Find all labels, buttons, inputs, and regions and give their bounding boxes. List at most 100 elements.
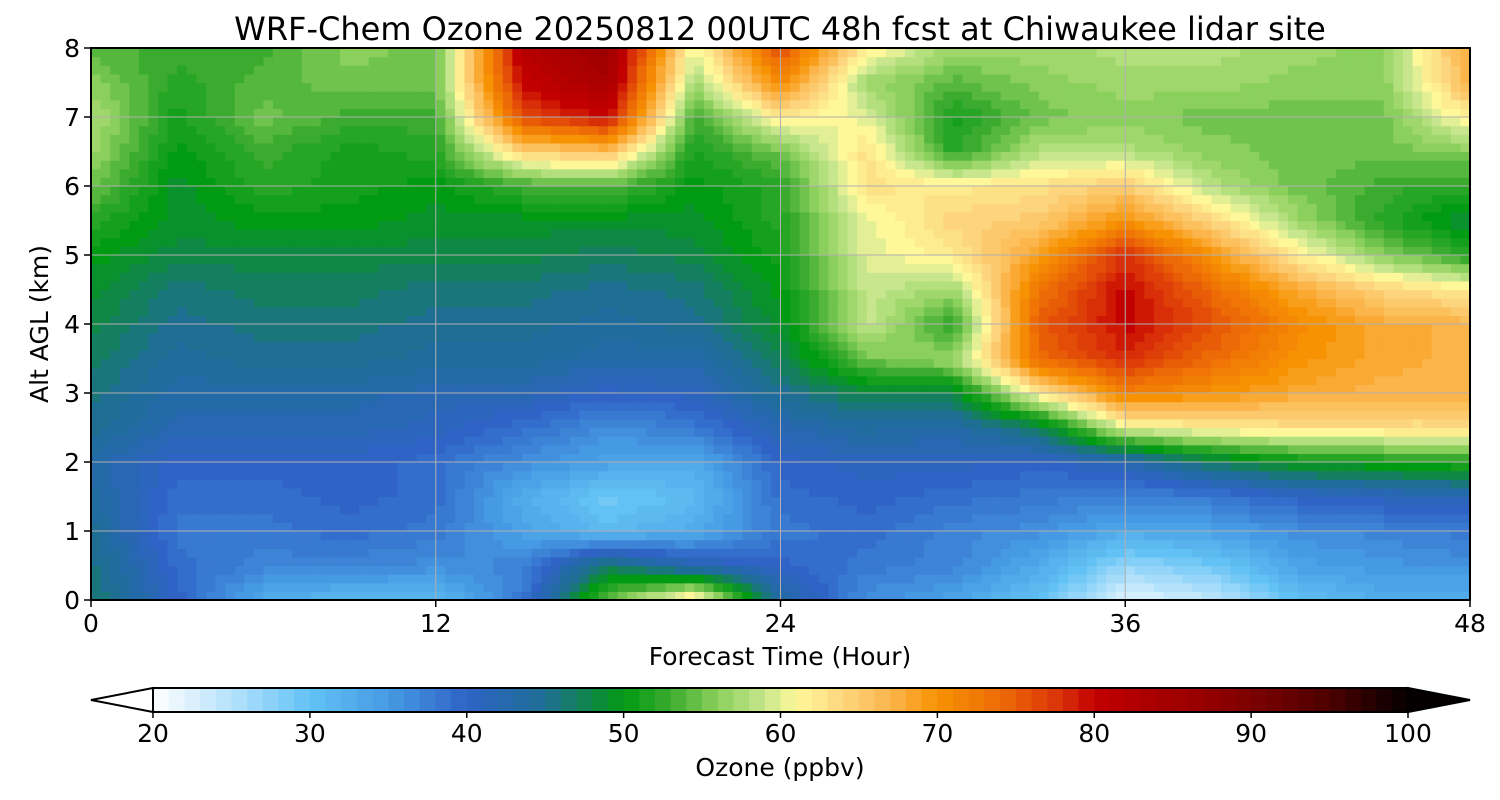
heatmap-cell bbox=[1182, 349, 1193, 360]
heatmap-cell bbox=[790, 341, 801, 351]
heatmap-cell bbox=[531, 306, 542, 316]
heatmap-cell bbox=[1268, 574, 1280, 584]
heatmap-cell bbox=[119, 332, 130, 342]
heatmap-cell bbox=[1201, 401, 1213, 411]
heatmap-cell bbox=[263, 375, 274, 385]
heatmap-cell bbox=[282, 505, 293, 515]
heatmap-cell bbox=[1096, 479, 1107, 489]
heatmap-cell bbox=[407, 531, 418, 541]
heatmap-cell bbox=[330, 367, 341, 377]
heatmap-cell bbox=[885, 393, 897, 403]
heatmap-cell bbox=[349, 410, 360, 420]
heatmap-cell bbox=[1364, 487, 1375, 498]
heatmap-cell bbox=[732, 418, 743, 429]
heatmap-cell bbox=[158, 565, 169, 575]
heatmap-cell bbox=[244, 401, 255, 411]
heatmap-cell bbox=[579, 349, 590, 360]
heatmap-cell bbox=[837, 556, 849, 567]
heatmap-cell bbox=[282, 591, 293, 600]
heatmap-cell bbox=[349, 367, 360, 377]
heatmap-cell bbox=[1393, 470, 1404, 480]
heatmap-cell bbox=[1000, 341, 1011, 351]
heatmap-cell bbox=[694, 418, 705, 429]
heatmap-cell bbox=[1048, 427, 1059, 437]
heatmap-cell bbox=[1067, 384, 1078, 394]
heatmap-cell bbox=[359, 522, 370, 532]
heatmap-cell bbox=[512, 401, 523, 411]
heatmap-cell bbox=[1268, 306, 1280, 316]
heatmap-cell bbox=[91, 436, 102, 446]
heatmap-cell bbox=[100, 427, 111, 437]
heatmap-cell bbox=[1163, 384, 1174, 394]
heatmap-cell bbox=[205, 410, 217, 420]
heatmap-cell bbox=[100, 393, 111, 403]
heatmap-cell bbox=[617, 375, 628, 385]
heatmap-cell bbox=[857, 565, 868, 575]
heatmap-cell bbox=[1201, 513, 1213, 523]
heatmap-cell bbox=[914, 582, 925, 592]
heatmap-cell bbox=[780, 574, 791, 584]
heatmap-cell bbox=[263, 410, 274, 420]
heatmap-cell bbox=[895, 513, 906, 523]
heatmap-cell bbox=[1115, 341, 1126, 351]
heatmap-cell bbox=[138, 444, 150, 454]
heatmap-cell bbox=[454, 513, 466, 523]
heatmap-cell bbox=[761, 582, 772, 592]
heatmap-cell bbox=[550, 410, 561, 420]
heatmap-cell bbox=[1115, 315, 1126, 325]
heatmap-cell bbox=[1240, 496, 1251, 506]
heatmap-cell bbox=[445, 410, 456, 420]
heatmap-cell bbox=[1010, 539, 1021, 549]
heatmap-cell bbox=[790, 358, 801, 368]
heatmap-cell bbox=[435, 393, 446, 403]
heatmap-cell bbox=[770, 298, 782, 308]
heatmap-cell bbox=[770, 556, 782, 567]
heatmap-cell bbox=[407, 565, 418, 575]
heatmap-cell bbox=[234, 487, 245, 498]
heatmap-cell bbox=[129, 505, 140, 515]
heatmap-cell bbox=[110, 539, 121, 549]
heatmap-cell bbox=[1048, 539, 1059, 549]
heatmap-cell bbox=[1288, 591, 1299, 600]
heatmap-cell bbox=[454, 418, 466, 429]
heatmap-cell bbox=[1163, 367, 1174, 377]
heatmap-cell bbox=[761, 375, 772, 385]
heatmap-cell bbox=[1364, 470, 1375, 480]
heatmap-cell bbox=[225, 384, 236, 394]
heatmap-cell bbox=[952, 384, 964, 394]
heatmap-cell bbox=[924, 522, 935, 532]
heatmap-cell bbox=[1106, 358, 1117, 368]
heatmap-cell bbox=[512, 315, 523, 325]
heatmap-cell bbox=[857, 556, 868, 567]
heatmap-cell bbox=[1211, 306, 1222, 316]
heatmap-cell bbox=[339, 436, 351, 446]
heatmap-cell bbox=[158, 591, 169, 600]
heatmap-cell bbox=[761, 436, 772, 446]
heatmap-cell bbox=[301, 574, 312, 584]
heatmap-cell bbox=[1355, 548, 1366, 558]
heatmap-cell bbox=[244, 496, 255, 506]
heatmap-cell bbox=[205, 384, 217, 394]
heatmap-cell bbox=[790, 453, 801, 463]
heatmap-cell bbox=[1383, 324, 1394, 334]
heatmap-cell bbox=[885, 436, 897, 446]
heatmap-cell bbox=[1288, 556, 1299, 567]
heatmap-cell bbox=[493, 548, 504, 558]
heatmap-cell bbox=[225, 479, 236, 489]
heatmap-cell bbox=[330, 384, 341, 394]
heatmap-cell bbox=[1249, 375, 1260, 385]
heatmap-cell bbox=[129, 470, 140, 480]
heatmap-cell bbox=[1288, 401, 1299, 411]
heatmap-cell bbox=[943, 436, 954, 446]
heatmap-cell bbox=[1173, 436, 1184, 446]
heatmap-cell bbox=[1450, 565, 1462, 575]
heatmap-cell bbox=[694, 349, 705, 360]
heatmap-cell bbox=[512, 349, 523, 360]
heatmap-cell bbox=[981, 401, 992, 411]
heatmap-cell bbox=[368, 531, 379, 541]
heatmap-cell bbox=[339, 401, 351, 411]
heatmap-cell bbox=[368, 341, 379, 351]
heatmap-cell bbox=[100, 453, 111, 463]
heatmap-cell bbox=[339, 479, 351, 489]
heatmap-cell bbox=[1029, 427, 1040, 437]
